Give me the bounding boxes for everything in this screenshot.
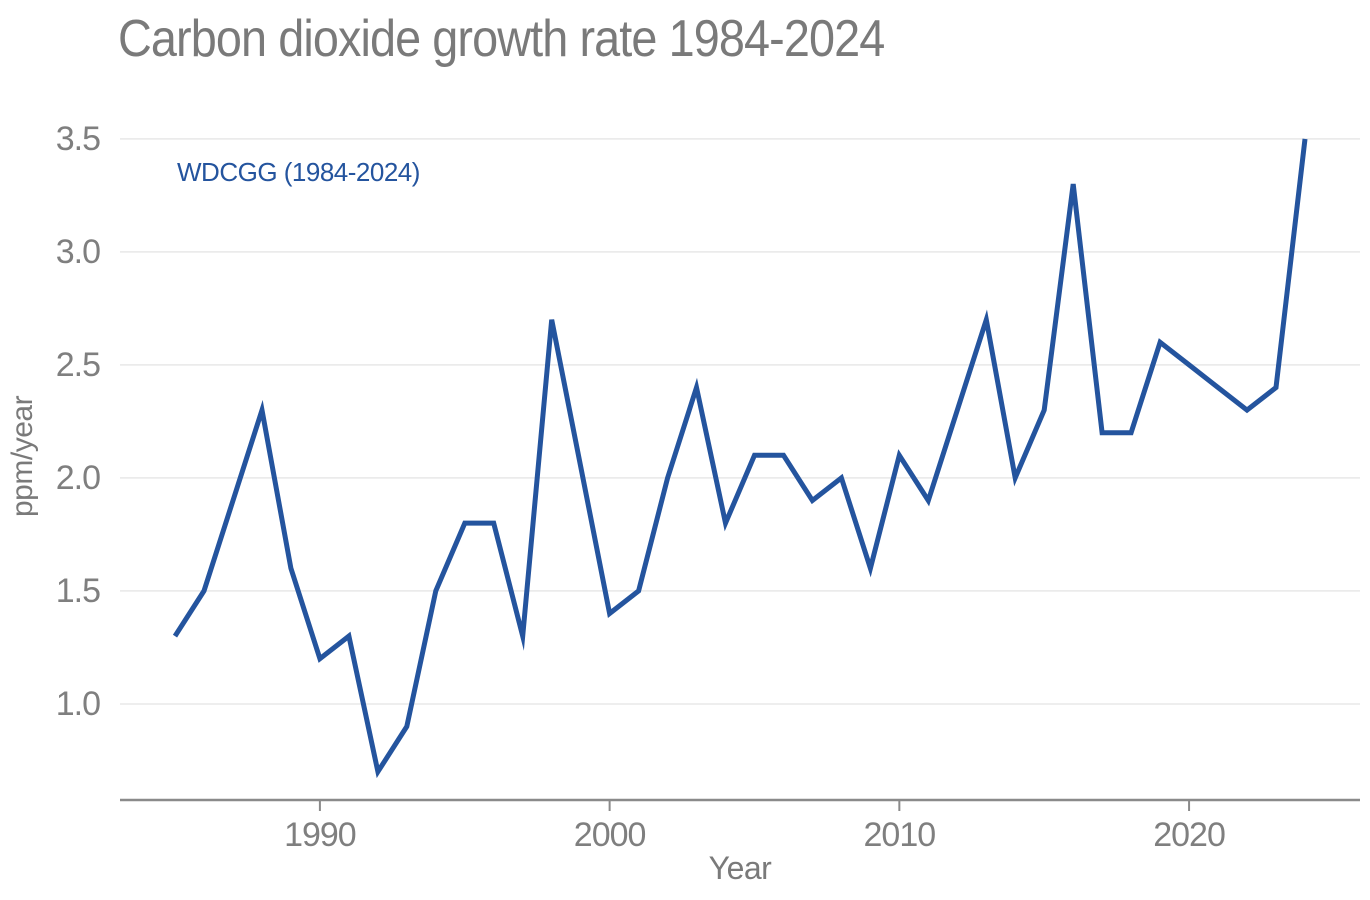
- series-group: [172, 138, 1308, 779]
- chart-title: Carbon dioxide growth rate 1984-2024: [118, 10, 885, 68]
- y-tick-label-3.5: 3.5: [55, 119, 101, 158]
- x-tick-label-1990: 1990: [284, 816, 357, 854]
- x-tick-label-2020: 2020: [1153, 816, 1226, 854]
- y-axis-title: ppm/year: [6, 395, 39, 517]
- x-tick-label-2000: 2000: [573, 816, 647, 854]
- gridlines-group: [120, 138, 1360, 705]
- y-tick-label-2.0: 2.0: [55, 458, 101, 497]
- x-axis-title: Year: [708, 850, 772, 886]
- co2-growth-rate-line: [172, 138, 1308, 779]
- y-tick-label-3.0: 3.0: [55, 232, 101, 271]
- y-tick-label-1.5: 1.5: [55, 571, 101, 610]
- y-tick-label-2.5: 2.5: [55, 345, 101, 384]
- axis-group: [120, 798, 1360, 811]
- x-tick-label-2010: 2010: [863, 816, 937, 854]
- legend-series-label: WDCGG (1984-2024): [177, 157, 420, 187]
- y-tick-label-1.0: 1.0: [55, 684, 101, 723]
